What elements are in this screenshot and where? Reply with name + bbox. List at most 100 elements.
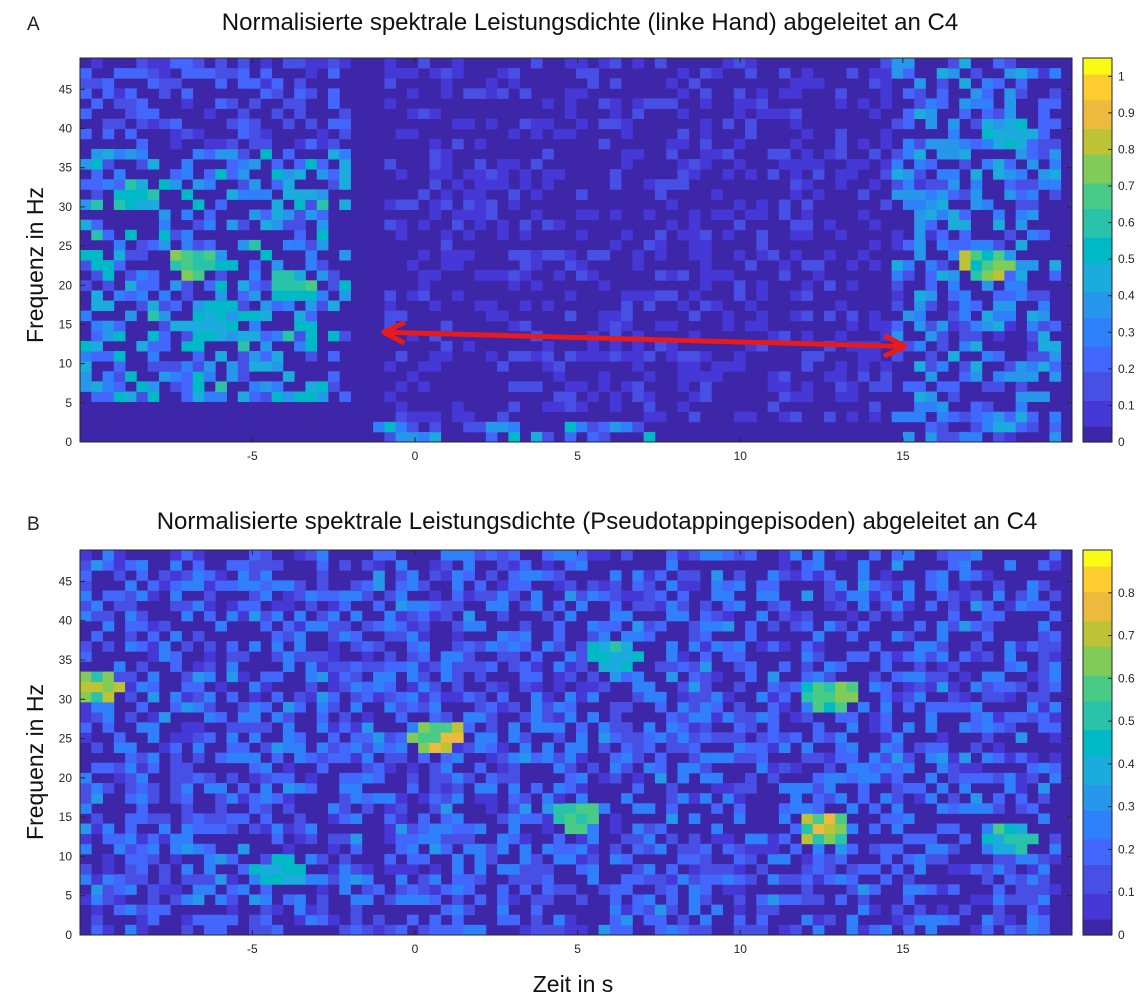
heatmap-cell (102, 610, 115, 622)
heatmap-cell (136, 199, 149, 210)
heatmap-cell (902, 600, 915, 612)
heatmap-cell (519, 179, 532, 190)
heatmap-cell (204, 580, 216, 591)
heatmap-cell (271, 260, 284, 271)
heatmap-cell (452, 550, 464, 561)
heatmap-cell (835, 98, 847, 109)
heatmap-cell (880, 752, 893, 764)
colorbar-segment (1083, 202, 1112, 206)
colorbar-segment (1083, 400, 1112, 405)
heatmap-cell (857, 138, 870, 150)
heatmap-cell (835, 391, 847, 402)
heatmap-cell (801, 661, 814, 672)
heatmap-cell (666, 884, 678, 895)
heatmap-cell (271, 169, 284, 180)
heatmap-cell (643, 290, 656, 301)
heatmap-cell (1049, 752, 1062, 764)
heatmap-cell (632, 894, 645, 905)
colorbar-segment (1083, 355, 1112, 360)
colorbar-segment (1083, 339, 1112, 344)
heatmap-cell (1049, 671, 1062, 683)
heatmap-cell (587, 421, 599, 433)
heatmap-cell (677, 68, 690, 79)
heatmap-cell (395, 351, 408, 362)
heatmap-cell (440, 742, 453, 754)
heatmap-cell (778, 924, 791, 936)
heatmap-cell (869, 411, 881, 423)
heatmap-cell (643, 600, 656, 612)
heatmap-cell (215, 681, 227, 693)
heatmap-cell (226, 169, 239, 180)
heatmap-cell (294, 691, 306, 703)
colorbar-segment (1083, 861, 1112, 866)
colorbar-segment (1083, 170, 1112, 174)
heatmap-cell (237, 610, 250, 622)
heatmap-cell (643, 914, 656, 926)
colorbar-segment (1083, 317, 1112, 321)
heatmap-cell (564, 290, 577, 301)
heatmap-cell (981, 610, 994, 622)
heatmap-cell (260, 361, 273, 372)
heatmap-cell (305, 620, 318, 632)
heatmap-cell (373, 914, 385, 926)
heatmap-cell (102, 590, 115, 602)
heatmap-cell (835, 894, 847, 905)
heatmap-cell (756, 894, 769, 905)
heatmap-cell (294, 752, 306, 764)
heatmap-cell (508, 270, 521, 281)
heatmap-cell (666, 199, 678, 210)
heatmap-cell (609, 78, 622, 89)
heatmap-cell (1038, 691, 1050, 703)
heatmap-cell (778, 661, 791, 672)
heatmap-cell (936, 914, 949, 926)
heatmap-cell (733, 570, 746, 581)
heatmap-cell (824, 691, 836, 703)
heatmap-cell (733, 219, 746, 231)
heatmap-cell (666, 580, 678, 591)
heatmap-cell (294, 631, 306, 642)
heatmap-cell (925, 179, 938, 190)
heatmap-cell (621, 641, 633, 652)
heatmap-cell (857, 371, 870, 382)
heatmap-cell (125, 590, 137, 602)
heatmap-cell (440, 169, 453, 180)
heatmap-cell (711, 270, 723, 281)
heatmap-cell (677, 570, 690, 581)
heatmap-cell (778, 874, 791, 885)
colorbar-segment (1083, 288, 1112, 293)
heatmap-cell (643, 371, 656, 382)
heatmap-cell (485, 199, 498, 210)
heatmap-cell (204, 310, 216, 322)
colorbar-frame (1082, 57, 1113, 443)
heatmap-cell (936, 884, 949, 895)
heatmap-cell (395, 219, 408, 231)
heatmap-cell (587, 833, 599, 845)
heatmap-cell (993, 381, 1005, 392)
heatmap-cell (643, 691, 656, 703)
heatmap-cell (215, 874, 227, 885)
heatmap-cell (294, 270, 306, 281)
heatmap-cell (936, 209, 949, 221)
heatmap-cell (801, 752, 814, 764)
heatmap-cell (80, 803, 92, 814)
heatmap-cell (147, 580, 160, 591)
heatmap-cell (756, 762, 769, 774)
heatmap-cell (181, 803, 194, 814)
heatmap-cell (271, 580, 284, 591)
heatmap-cell (384, 762, 397, 774)
heatmap-cell (406, 762, 419, 774)
heatmap-cell (463, 411, 475, 423)
heatmap-cell (440, 610, 453, 622)
heatmap-cell (429, 793, 442, 804)
heatmap-cell (981, 631, 994, 642)
heatmap-cell (1049, 550, 1062, 561)
heatmap-cell (1038, 813, 1050, 824)
heatmap-cell (902, 874, 915, 885)
heatmap-cell (147, 651, 160, 662)
heatmap-cell (192, 691, 205, 703)
heatmap-cell (700, 118, 712, 130)
heatmap-cell (136, 813, 149, 824)
heatmap-cell (677, 681, 690, 693)
heatmap-cell (1049, 98, 1062, 109)
heatmap-cell (542, 884, 554, 895)
